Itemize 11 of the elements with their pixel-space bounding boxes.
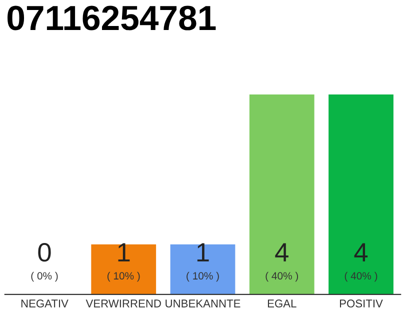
chart-title: 07116254781 (8, 6, 216, 30)
data-label: 1 ( 10% ) (107, 243, 140, 282)
x-tick-label: NEGATIV (21, 300, 68, 308)
x-tick-label: VERWIRREND (86, 300, 161, 308)
x-tick-label: EGAL (268, 300, 296, 308)
data-label: 4 ( 40% ) (344, 243, 378, 282)
x-tick-label: UNBEKANNTE (166, 300, 240, 308)
data-label: 1 ( 10% ) (186, 243, 219, 282)
x-tick-label: POSITIV (340, 300, 383, 308)
data-label: 4 ( 40% ) (266, 243, 298, 282)
data-label: 0 ( 0% ) (31, 242, 58, 282)
